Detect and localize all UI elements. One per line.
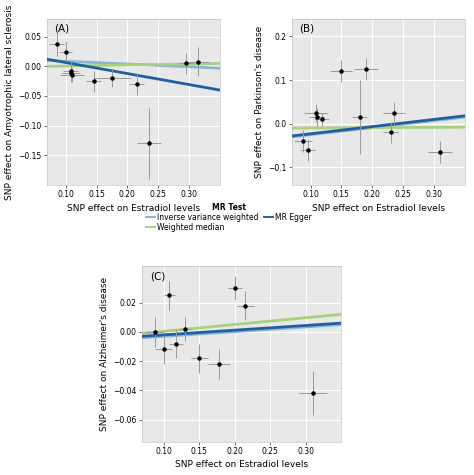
Text: (C): (C): [150, 271, 165, 281]
Text: (A): (A): [55, 24, 69, 34]
X-axis label: SNP effect on Estradiol levels: SNP effect on Estradiol levels: [312, 203, 445, 212]
Y-axis label: SNP effect on Parkinson's disease: SNP effect on Parkinson's disease: [255, 26, 264, 178]
Text: (B): (B): [299, 24, 314, 34]
Y-axis label: SNP effect on Alzheimer's disease: SNP effect on Alzheimer's disease: [100, 277, 109, 431]
X-axis label: SNP effect on Estradiol levels: SNP effect on Estradiol levels: [175, 460, 308, 469]
Y-axis label: SNP effect on Amyotrophic lateral sclerosis: SNP effect on Amyotrophic lateral sclero…: [5, 4, 14, 200]
Legend: Inverse variance weighted, Weighted median, MR Egger: Inverse variance weighted, Weighted medi…: [146, 203, 312, 231]
X-axis label: SNP effect on Estradiol levels: SNP effect on Estradiol levels: [67, 203, 200, 212]
